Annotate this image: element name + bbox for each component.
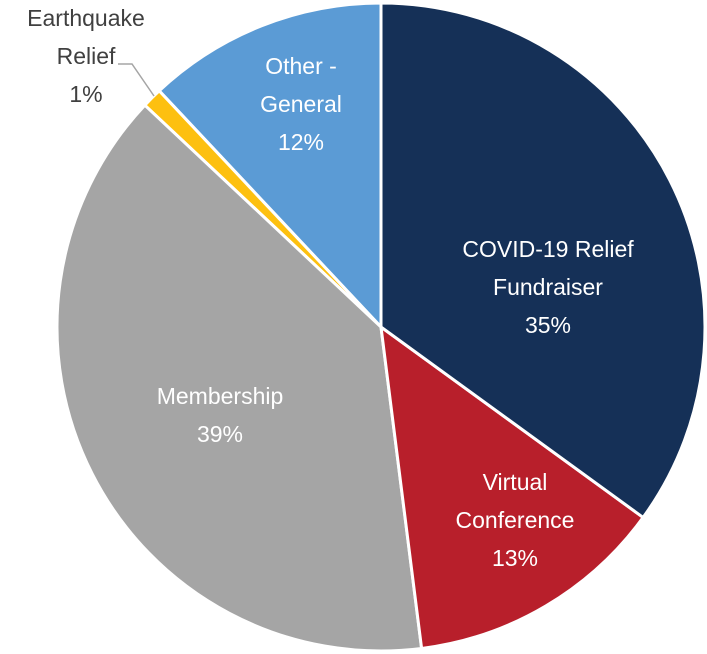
- category-label: Membership: [156, 383, 284, 409]
- pie-slice: [379, 1, 707, 520]
- value-label: 12%: [277, 129, 325, 155]
- value-label: 1%: [69, 81, 103, 107]
- slice-label: Earthquake Relief 1%: [21, 0, 151, 113]
- slice-label: Virtual Conference 13%: [420, 463, 610, 577]
- leader-line: [118, 63, 155, 97]
- slice-label: COVID-19 Relief Fundraiser 35%: [433, 230, 663, 344]
- pie-slice: [379, 323, 646, 651]
- slice-label: Other - General 12%: [246, 47, 356, 161]
- pie-slice: [55, 103, 424, 653]
- value-label: 13%: [491, 545, 539, 571]
- slice-label: Membership 39%: [120, 377, 320, 453]
- category-label: COVID-19 Relief Fundraiser: [462, 236, 634, 300]
- category-label: Virtual Conference: [455, 469, 575, 533]
- category-label: Other - General: [260, 53, 342, 117]
- pie-slice: [157, 1, 383, 331]
- category-label: Earthquake Relief: [27, 5, 145, 69]
- value-label: 39%: [196, 421, 244, 447]
- value-label: 35%: [524, 312, 572, 338]
